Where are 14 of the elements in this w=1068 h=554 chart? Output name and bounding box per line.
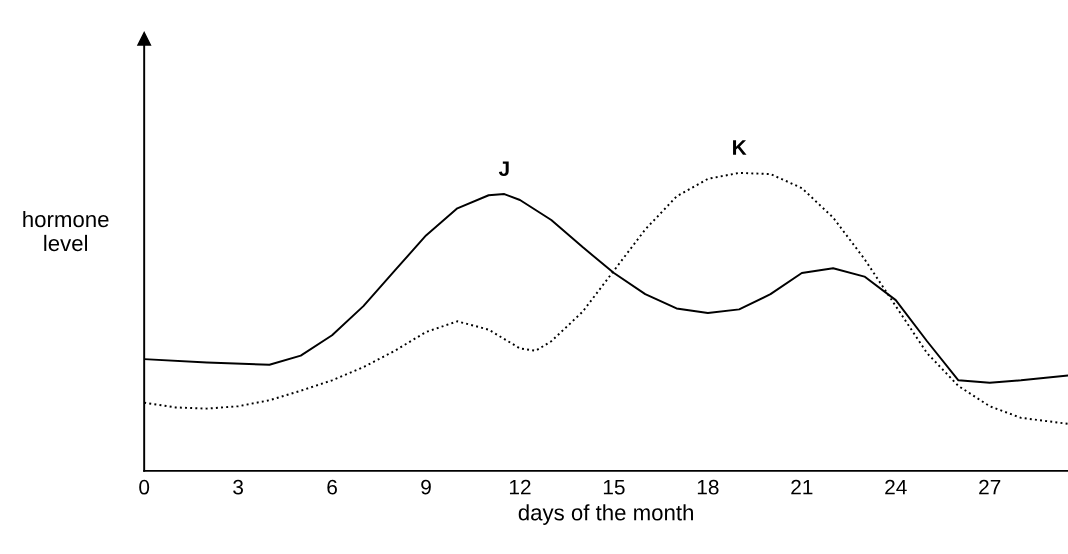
x-tick-label: 18: [697, 479, 719, 495]
x-tick-label: 0: [139, 479, 150, 495]
x-tick-label: 3: [233, 479, 244, 495]
x-tick-label: 9: [421, 479, 431, 495]
x-tick-label: 12: [509, 479, 531, 495]
series-label: J: [498, 161, 509, 177]
y-axis-title: hormone level: [23, 210, 109, 252]
x-tick-label: 21: [791, 479, 813, 495]
series-label: K: [733, 140, 747, 155]
x-axis-title: days of the month: [518, 504, 693, 525]
x-tick-label: 24: [885, 479, 907, 495]
x-tick-label: 6: [327, 479, 337, 495]
x-tick-label: 15: [603, 480, 625, 495]
x-tick-label: 27: [979, 479, 1001, 495]
